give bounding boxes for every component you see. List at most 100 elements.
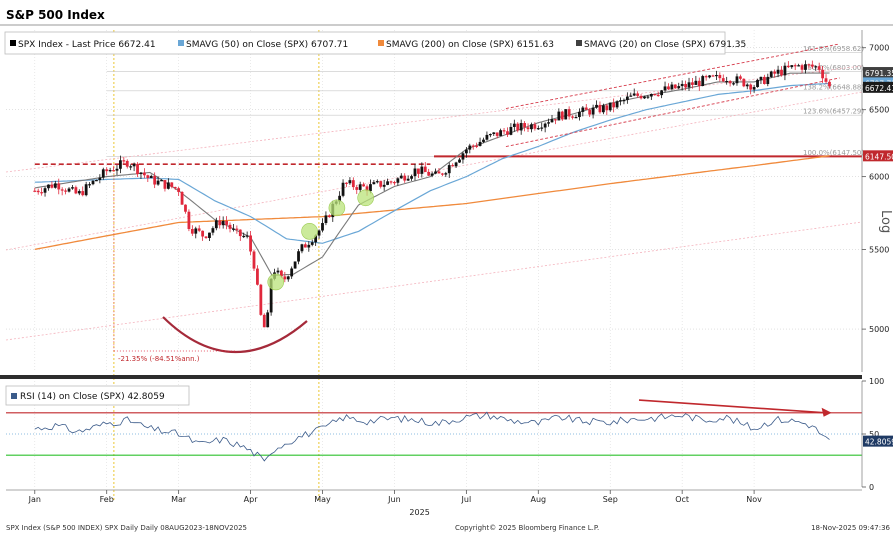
candle-body (691, 82, 694, 85)
candle-body (749, 84, 753, 90)
candle-body (365, 186, 369, 192)
x-year-label: 2025 (409, 508, 429, 517)
candle-body (619, 100, 622, 102)
candle-body (119, 160, 122, 169)
candle-body (279, 270, 283, 277)
candle-body (512, 123, 516, 127)
candle-body (410, 176, 413, 179)
candle-body (132, 163, 136, 167)
candle-body (694, 80, 698, 85)
candle-body (776, 69, 780, 74)
candle-body (256, 268, 259, 285)
candle-body (225, 220, 228, 225)
candle-body (557, 111, 561, 121)
sma50-line (34, 82, 830, 244)
sma200-line (34, 155, 830, 251)
candle-body (345, 182, 348, 184)
candle-body (598, 104, 602, 113)
fib-level-label: 123.6%(6457.29) (803, 108, 864, 116)
candle-body (146, 175, 150, 179)
candle-body (578, 111, 581, 118)
fib-level-label: 100.0%(6147.50) (803, 149, 864, 157)
candle-body (742, 78, 746, 87)
candle-body (40, 192, 44, 194)
x-tick-label: Feb (100, 495, 114, 504)
highlight-circle (301, 223, 318, 240)
candle-body (396, 178, 400, 183)
fib-level-label: 150.0%(6803.00) (803, 64, 864, 72)
legend-swatch (378, 40, 384, 46)
candle-body (591, 107, 595, 115)
candle-body (660, 90, 664, 96)
x-axis: Jan Feb Mar Apr May Jun Jul Aug Sep Oct Nov 2025 (6, 489, 862, 517)
candle-body (269, 278, 273, 313)
candle-body (60, 189, 64, 191)
candle-body (307, 244, 311, 248)
candle-body (543, 123, 547, 128)
rsi-legend-text: RSI (14) on Close (SPX) 42.8059 (20, 392, 165, 402)
candle-body (673, 84, 677, 89)
candle-body (550, 119, 554, 123)
candle-body (115, 168, 119, 171)
candle-body (725, 81, 729, 83)
highlight-circle (357, 189, 374, 207)
footer-center: Copyright© 2025 Bloomberg Finance L.P. (455, 524, 599, 532)
candle-body (290, 268, 294, 277)
candle-body (533, 124, 537, 129)
candle-body (232, 228, 235, 230)
candle-body (108, 170, 112, 172)
candle-body (341, 182, 345, 196)
candle-body (327, 215, 331, 218)
rsi-legend-swatch (11, 393, 17, 399)
candle-body (245, 235, 249, 237)
candle-body (762, 76, 766, 85)
footer-left: SPX Index (S&P 500 INDEX) SPX Daily Dail… (6, 524, 247, 532)
candle-body (36, 190, 40, 193)
candle-body (745, 84, 749, 87)
long-trendline-lower (5, 221, 863, 341)
candle-body (564, 109, 568, 120)
x-tick-label: Mar (171, 495, 187, 504)
candle-body (478, 141, 482, 146)
candle-body (406, 178, 410, 181)
candle-body (735, 76, 739, 84)
candle-body (458, 159, 461, 163)
candle-body (420, 166, 424, 174)
chart-title: S&P 500 Index (6, 8, 105, 22)
candle-body (567, 109, 571, 117)
legend-entry: SMAVG (20) on Close (SPX) 6791.35 (584, 40, 746, 50)
candle-body (362, 184, 366, 187)
candle-body (783, 65, 787, 76)
candle-body (595, 104, 598, 108)
rsi-value-tag (863, 435, 893, 447)
candle-body (814, 66, 818, 68)
candle-body (684, 83, 687, 88)
candle-body (807, 64, 811, 66)
candle-body (766, 76, 770, 85)
candle-body (204, 236, 208, 238)
divergence-arrow (638, 399, 826, 414)
legend-entry: SMAVG (200) on Close (SPX) 6151.63 (386, 40, 554, 50)
candle-body (447, 165, 451, 174)
candle-body (57, 183, 61, 190)
candle-body (139, 172, 143, 175)
candle-body (454, 162, 458, 167)
candle-body (149, 175, 153, 179)
candle-body (704, 76, 708, 78)
candle-body (523, 123, 527, 128)
candle-body (488, 133, 492, 136)
rsi-line (34, 411, 830, 462)
candle-body (817, 66, 821, 70)
x-tick-label: Apr (244, 495, 259, 504)
candle-body (177, 188, 181, 192)
candle-body (571, 116, 574, 118)
candle-body (519, 123, 523, 131)
footer-right: 18-Nov-2025 09:47:36 (811, 524, 890, 532)
candle-body (160, 180, 163, 182)
candle-body (187, 211, 191, 230)
candle-body (310, 242, 314, 245)
channel-lower (505, 77, 840, 147)
candle-body (417, 168, 420, 174)
price-tag-label: 6791.35 (865, 69, 893, 78)
